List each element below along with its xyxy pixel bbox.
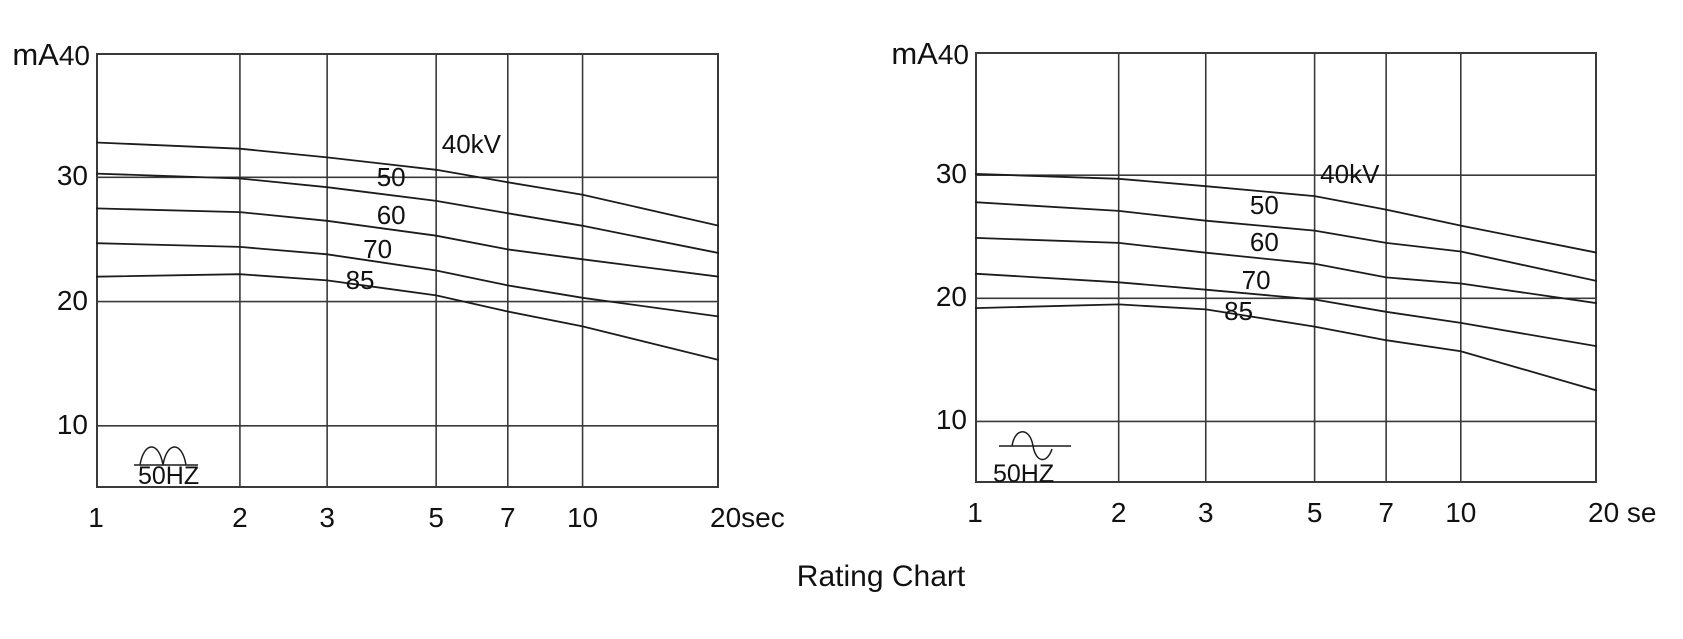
series-label-40kV: 40kV xyxy=(441,128,502,159)
curve-40kV xyxy=(975,173,1597,254)
waveform-sine-icon xyxy=(999,431,1071,461)
plot-border xyxy=(975,52,1597,483)
x-tick-label: 5 xyxy=(1306,497,1323,528)
figure-title: Rating Chart xyxy=(796,560,966,593)
series-label-60kV: 60 xyxy=(376,199,406,230)
x-tick-label: 10 xyxy=(566,502,599,533)
x-tick-label: 20 se xyxy=(1588,497,1657,528)
waveform-full-wave-rectified-icon xyxy=(134,446,198,466)
x-tick-label: 3 xyxy=(319,502,335,533)
y-unit-label: mA xyxy=(12,37,59,72)
curve-70kV xyxy=(975,272,1597,348)
y-axis-unit-left: mA40 xyxy=(8,39,90,70)
series-label-85kV: 85 xyxy=(1224,295,1254,326)
chart-plot-left xyxy=(96,53,719,488)
curve-85kV xyxy=(96,273,719,361)
chart-plot-right xyxy=(975,52,1597,483)
series-label-70kV: 70 xyxy=(1241,264,1271,295)
series-label-70kV: 70 xyxy=(363,234,393,265)
x-tick-label: 10 xyxy=(1445,497,1477,528)
plot-border xyxy=(96,53,719,488)
x-tick-label: 1 xyxy=(967,497,983,528)
waveform-frequency-label: 50HZ xyxy=(993,460,1055,488)
series-label-50kV: 50 xyxy=(376,162,406,193)
y-tick-label: 20 xyxy=(935,281,967,313)
x-tick-label: 3 xyxy=(1197,497,1214,528)
x-tick-label: 20sec xyxy=(710,502,785,533)
x-tick-label: 7 xyxy=(500,502,516,533)
x-tick-label: 5 xyxy=(428,502,444,533)
curve-60kV xyxy=(975,237,1597,305)
x-tick-label: 7 xyxy=(1378,497,1394,528)
x-tick-label: 1 xyxy=(88,502,104,533)
curve-40kV xyxy=(96,141,719,227)
y-tick-label: 30 xyxy=(935,158,967,190)
curve-70kV xyxy=(96,242,719,318)
y-tick-label: 20 xyxy=(56,284,88,316)
x-tick-label: 2 xyxy=(1110,497,1127,528)
y-tick-label: 40 xyxy=(937,39,969,70)
y-tick-label: 40 xyxy=(58,40,90,71)
y-tick-label: 30 xyxy=(56,160,88,192)
x-tick-label: 2 xyxy=(232,502,248,533)
series-label-60kV: 60 xyxy=(1249,226,1279,257)
curve-60kV xyxy=(96,207,719,278)
y-axis-unit-right: mA40 xyxy=(887,38,969,69)
series-label-50kV: 50 xyxy=(1249,189,1279,220)
curve-50kV xyxy=(975,201,1597,282)
series-label-85kV: 85 xyxy=(345,265,375,296)
curve-50kV xyxy=(96,172,719,254)
y-unit-label: mA xyxy=(891,36,938,71)
waveform-frequency-label: 50HZ xyxy=(138,462,200,490)
y-tick-label: 10 xyxy=(56,408,88,440)
y-tick-label: 10 xyxy=(935,404,967,436)
curve-85kV xyxy=(975,303,1597,392)
series-label-40kV: 40kV xyxy=(1320,158,1380,189)
